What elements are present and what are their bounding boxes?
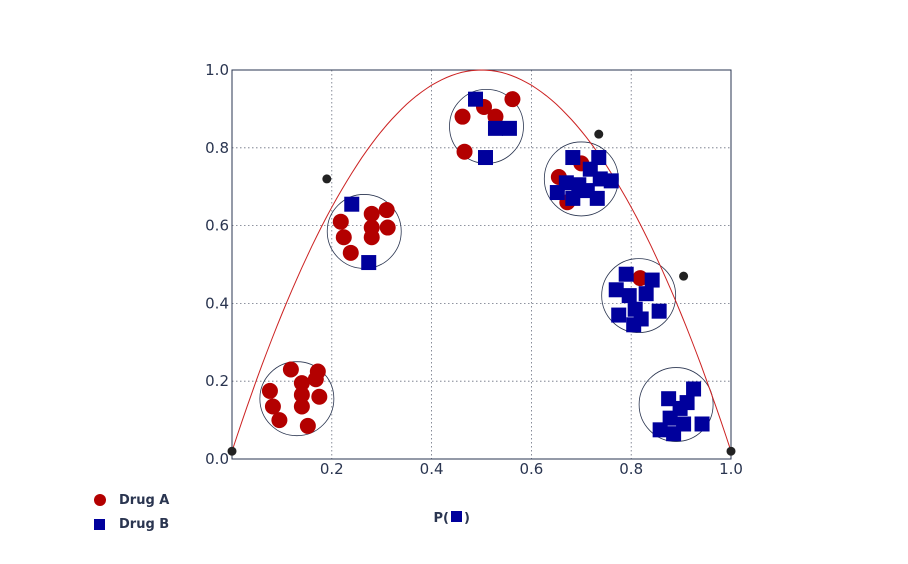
drug-a-point (378, 202, 395, 219)
x-axis-label-prefix: P( (434, 511, 449, 526)
drug-b-point (618, 266, 634, 282)
drug-a-point (332, 213, 349, 230)
y-tick-label: 1.0 (205, 61, 229, 79)
grid-lines (232, 70, 731, 459)
drug-b-point (558, 175, 574, 191)
y-tick-label: 0.4 (205, 294, 229, 312)
data-points (261, 91, 710, 442)
drug-b-point (487, 120, 503, 136)
x-tick-label: 0.8 (619, 460, 643, 478)
drug-b-point (638, 286, 654, 302)
curve-knot-point (227, 446, 237, 456)
drug-b-point (565, 190, 581, 206)
drug-a-point (456, 143, 473, 160)
y-tick-label: 0.6 (205, 217, 229, 235)
drug-b-point (582, 161, 598, 177)
cluster-circle (638, 367, 714, 442)
drug-a-point (342, 244, 359, 261)
drug-b-point (686, 381, 702, 397)
drug-b-point (603, 173, 619, 189)
drug-b-point (666, 426, 682, 442)
drug-a-point (271, 412, 288, 429)
circle-marker-icon (94, 494, 106, 506)
drug-a-point (264, 398, 281, 415)
drug-b-point (591, 150, 607, 166)
x-axis-label: P( ) (434, 511, 470, 526)
y-tick-label: 0.8 (205, 139, 229, 157)
drug-b-point (477, 150, 493, 166)
drug-b-point (608, 282, 624, 298)
drug-a-point (261, 382, 278, 399)
x-tick-labels: 0.2 0.4 0.6 0.8 1.0 (320, 460, 743, 478)
fitted-curve (231, 69, 732, 452)
y-tick-labels: 0.0 0.2 0.4 0.6 0.8 1.0 (205, 61, 229, 468)
legend-item-drug-a: Drug A (90, 489, 169, 511)
legend: Drug A Drug B (90, 489, 169, 537)
x-tick-label: 0.4 (420, 460, 444, 478)
drug-b-point (344, 196, 360, 212)
y-tick-label: 0.2 (205, 372, 229, 390)
legend-item-drug-b: Drug B (90, 513, 169, 535)
drug-b-point (565, 150, 581, 166)
drug-a-point (504, 91, 521, 108)
x-tick-label: 1.0 (719, 460, 743, 478)
drug-a-point (632, 270, 649, 287)
drug-a-point (307, 371, 324, 388)
drug-a-point (487, 108, 504, 125)
drug-a-point (311, 388, 328, 405)
drug-b-point (626, 317, 642, 333)
drug-b-point (652, 422, 668, 438)
curve-knots (227, 129, 736, 456)
x-axis-label-suffix: ) (464, 511, 470, 526)
drug-a-point (293, 398, 310, 415)
y-tick-label: 0.0 (205, 450, 229, 468)
x-tick-label: 0.2 (320, 460, 344, 478)
drug-b-point (589, 190, 605, 206)
drug-b-point (651, 303, 667, 319)
legend-label: Drug B (119, 516, 170, 532)
drug-b-point (644, 272, 660, 288)
drug-a-point (363, 205, 380, 222)
drug-b-point (611, 307, 627, 323)
drug-b-point (662, 410, 678, 426)
drug-b-point (621, 288, 637, 304)
drug-b-point (468, 91, 484, 107)
drug-a-point (282, 361, 299, 378)
drug-a-point (293, 375, 310, 392)
drug-a-point (335, 229, 352, 246)
cluster-circle (259, 361, 335, 437)
curve-knot-point (726, 446, 736, 456)
drug-a-point (454, 108, 471, 125)
drug-a-point (299, 417, 316, 434)
cluster-circle (601, 258, 677, 334)
drug-b-point (661, 391, 677, 407)
drug-a-point (363, 219, 380, 236)
curve-knot-point (322, 174, 332, 184)
drug-b-point (501, 120, 517, 136)
drug-b-point (694, 416, 710, 432)
square-marker-icon (94, 518, 105, 530)
x-axis-label-square-icon (451, 511, 462, 522)
drug-a-point (293, 386, 310, 403)
curve-knot-point (679, 271, 689, 281)
legend-label: Drug A (119, 492, 170, 508)
drug-a-point (379, 219, 396, 236)
drug-b-point (361, 255, 377, 271)
x-tick-label: 0.6 (519, 460, 543, 478)
curve-knot-point (594, 129, 604, 139)
cluster-circles (259, 89, 714, 442)
